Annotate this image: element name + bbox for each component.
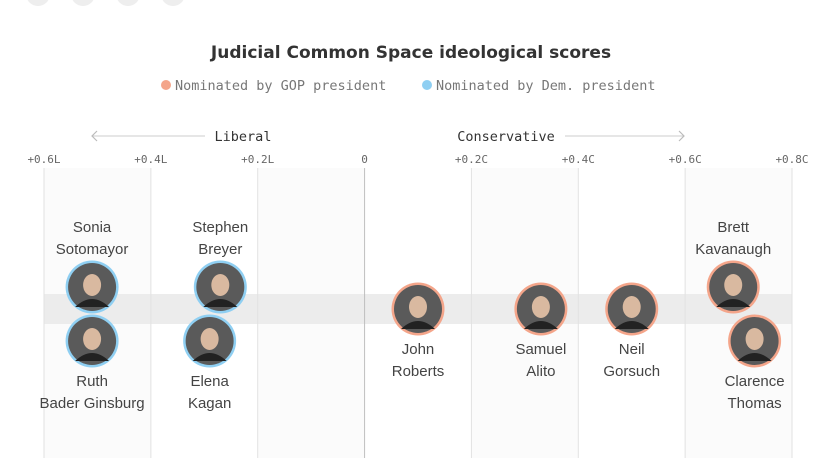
portrait-robe-icon	[523, 321, 558, 329]
x-tick-label: +0.4C	[562, 153, 595, 166]
portrait-robe-icon	[75, 353, 110, 361]
portrait-robe-icon	[203, 299, 238, 307]
liberal-label: Liberal	[215, 129, 272, 145]
portrait-robe-icon	[192, 353, 227, 361]
x-tick-label: +0.2C	[455, 153, 488, 166]
portrait-face-icon	[211, 274, 230, 296]
direction-indicator: Liberal Conservative	[91, 129, 685, 145]
justice-name-label: Breyer	[198, 241, 242, 258]
justice-name-label: Gorsuch	[603, 363, 660, 380]
x-tick-label: +0.8C	[775, 153, 808, 166]
legend-dem-swatch	[422, 80, 432, 90]
decoration-dot	[27, 0, 49, 6]
justice-name-label: Kavanaugh	[695, 241, 771, 258]
justice-name-label: Clarence	[725, 373, 785, 390]
justice-name-label: Stephen	[192, 219, 248, 236]
gridlines	[43, 168, 793, 458]
x-tick-label: 0	[361, 153, 368, 166]
portrait-robe-icon	[716, 299, 751, 307]
conservative-label: Conservative	[457, 129, 555, 145]
portrait-face-icon	[531, 296, 550, 318]
decoration-dot	[72, 0, 94, 6]
portrait-face-icon	[83, 274, 102, 296]
justice-name-label: Samuel	[515, 341, 566, 358]
justice-name-label: Neil	[619, 341, 645, 358]
justice-name-label: Roberts	[392, 363, 445, 380]
legend-dem-label: Nominated by Dem. president	[436, 78, 655, 94]
x-tick-label: +0.4L	[134, 153, 167, 166]
justice-alito: Samuel Alito	[514, 282, 568, 380]
portrait-face-icon	[200, 328, 219, 350]
x-tick-label: +0.6L	[27, 153, 60, 166]
justice-kagan: Elena Kagan	[183, 314, 237, 412]
justice-name-label: John	[402, 341, 435, 358]
conservative-arrow-icon	[678, 130, 685, 142]
top-decoration	[27, 0, 184, 6]
decoration-dot	[117, 0, 139, 6]
justice-roberts: John Roberts	[391, 282, 445, 380]
justice-thomas: Clarence Thomas	[725, 314, 785, 412]
justice-name-label: Sotomayor	[56, 241, 129, 258]
justice-name-label: Brett	[717, 219, 750, 236]
justice-sotomayor: Sonia Sotomayor	[56, 219, 129, 314]
x-tick-labels: +0.6L +0.4L +0.2L 0 +0.2C +0.4C +0.6C +0.8C	[27, 153, 808, 166]
portrait-robe-icon	[75, 299, 110, 307]
portrait-face-icon	[724, 274, 743, 296]
legend: Nominated by GOP president Nominated by …	[161, 78, 655, 94]
justice-name-label: Kagan	[188, 395, 231, 412]
portrait-robe-icon	[401, 321, 435, 329]
justice-breyer: Stephen Breyer	[192, 219, 248, 314]
justice-gorsuch: Neil Gorsuch	[603, 282, 660, 380]
justice-name-label: Alito	[526, 363, 555, 380]
justice-name-label: Elena	[190, 373, 229, 390]
justice-kavanaugh: Brett Kavanaugh	[695, 219, 771, 314]
liberal-arrow-icon	[91, 130, 98, 142]
decoration-dot	[162, 0, 184, 6]
portrait-face-icon	[622, 296, 641, 318]
justice-name-label: Thomas	[728, 395, 782, 412]
portrait-robe-icon	[614, 321, 649, 329]
x-tick-label: +0.6C	[669, 153, 702, 166]
portrait-face-icon	[745, 328, 764, 350]
justice-markers: Sonia Sotomayor Ruth Bader Ginsburg Stephen B…	[40, 219, 785, 412]
legend-gop-swatch	[161, 80, 171, 90]
legend-gop-label: Nominated by GOP president	[175, 78, 386, 94]
portrait-face-icon	[409, 296, 427, 318]
justice-name-label: Sonia	[73, 219, 112, 236]
x-tick-label: +0.2L	[241, 153, 274, 166]
justice-name-label: Ruth	[76, 373, 108, 390]
portrait-face-icon	[83, 328, 102, 350]
justice-ginsburg: Ruth Bader Ginsburg	[40, 314, 145, 412]
portrait-robe-icon	[737, 353, 772, 361]
justice-name-label: Bader Ginsburg	[40, 395, 145, 412]
chart-title: Judicial Common Space ideological scores	[210, 43, 611, 63]
